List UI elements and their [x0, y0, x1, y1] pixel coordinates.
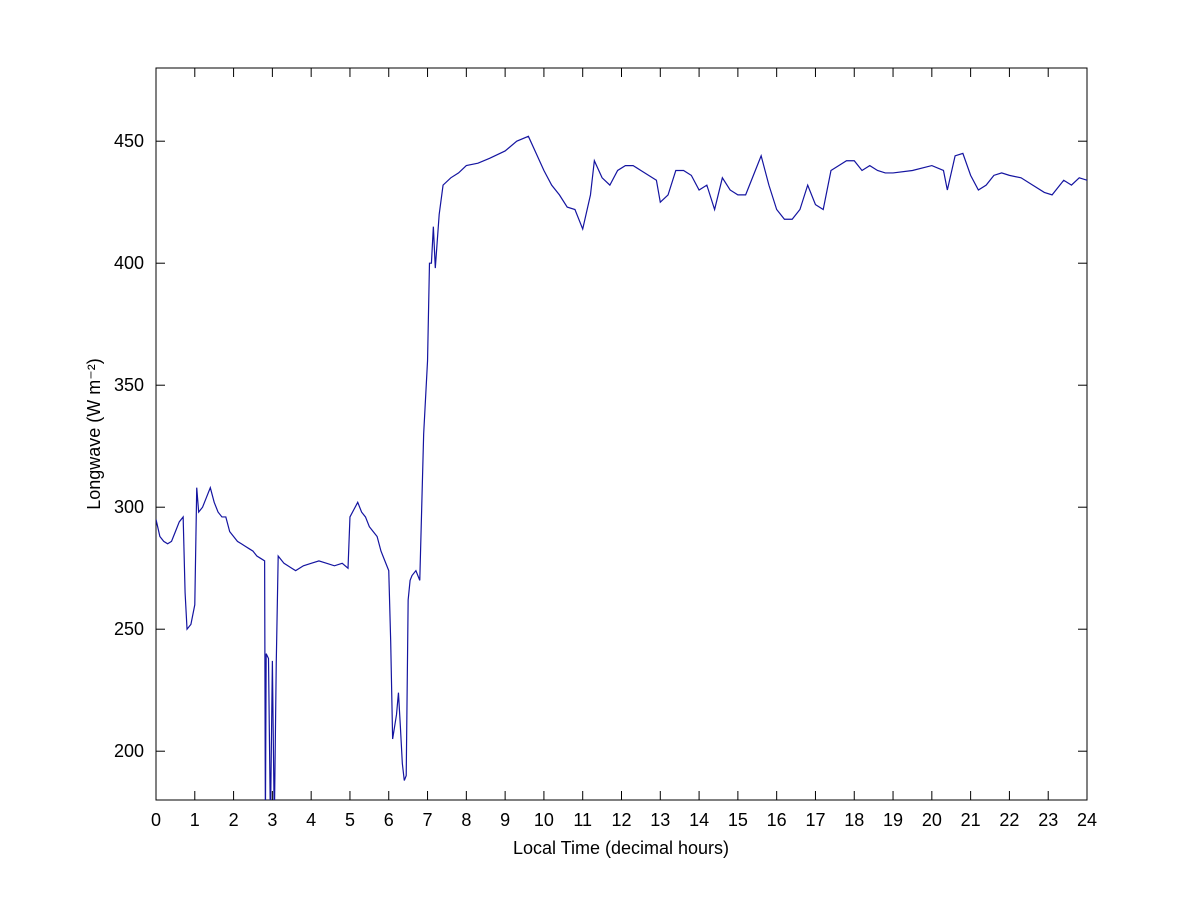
y-tick-label: 350: [114, 375, 144, 395]
x-tick-label: 21: [961, 810, 981, 830]
x-tick-label: 23: [1038, 810, 1058, 830]
x-tick-label: 18: [844, 810, 864, 830]
y-axis-label: Longwave (W m⁻²): [84, 358, 104, 510]
x-tick-label: 1: [190, 810, 200, 830]
x-tick-label: 10: [534, 810, 554, 830]
x-tick-label: 16: [767, 810, 787, 830]
x-tick-label: 22: [999, 810, 1019, 830]
x-tick-label: 8: [461, 810, 471, 830]
axes-box: [155, 67, 1088, 801]
x-tick-label: 15: [728, 810, 748, 830]
x-tick-label: 3: [267, 810, 277, 830]
x-tick-label: 13: [650, 810, 670, 830]
x-tick-label: 0: [151, 810, 161, 830]
x-tick-label: 9: [500, 810, 510, 830]
x-axis-label: Local Time (decimal hours): [513, 838, 729, 858]
y-tick-label: 450: [114, 131, 144, 151]
data-line: [156, 135, 1087, 800]
y-tick-label: 300: [114, 497, 144, 517]
x-tick-label: 2: [229, 810, 239, 830]
x-tick-label: 11: [573, 810, 592, 830]
x-tick-label: 14: [689, 810, 709, 830]
x-tick-label: 20: [922, 810, 942, 830]
x-tick-label: 5: [345, 810, 355, 830]
x-tick-label: 19: [883, 810, 903, 830]
x-tick-label: 6: [384, 810, 394, 830]
y-tick-label: 400: [114, 253, 144, 273]
x-tick-label: 4: [306, 810, 316, 830]
x-tick-label: 12: [611, 810, 631, 830]
y-tick-label: 250: [114, 619, 144, 639]
x-tick-label: 17: [805, 810, 825, 830]
y-tick-label: 200: [114, 741, 144, 761]
x-tick-label: 24: [1077, 810, 1097, 830]
x-tick-label: 7: [423, 810, 433, 830]
